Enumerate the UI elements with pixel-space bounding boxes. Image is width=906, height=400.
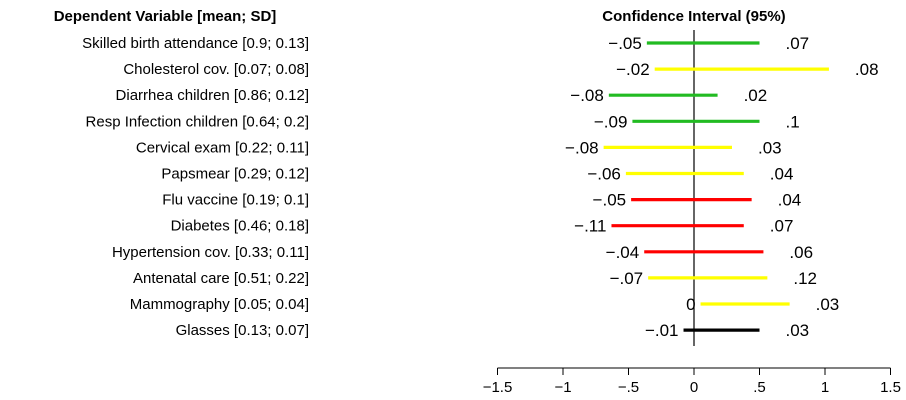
ci-row: Resp Infection children [0.64; 0.2] −.09.… xyxy=(86,112,800,131)
ci-high-label: .08 xyxy=(855,60,879,79)
x-axis-ticks: −1.5 −1 −.5 0 .5 1 1.5 xyxy=(483,368,901,396)
ci-row: Flu vaccine [0.19; 0.1] −.05 .04 xyxy=(162,191,801,210)
row-label: Mammography [0.05; 0.04] xyxy=(130,296,309,313)
x-tick-label: .5 xyxy=(753,379,766,396)
ci-row: Cholesterol cov. [0.07; 0.08] −.02 .08 xyxy=(123,60,878,79)
row-label: Antenatal care [0.51; 0.22] xyxy=(133,270,309,287)
x-tick-label: 0 xyxy=(690,379,698,396)
ci-high-label: .07 xyxy=(786,34,810,53)
ci-row: Skilled birth attendance [0.9; 0.13] −.05… xyxy=(82,34,809,53)
x-tick-label: −1 xyxy=(554,379,571,396)
ci-row: Papsmear [0.29; 0.12] −.06 .04 xyxy=(161,165,793,184)
ci-low-label: −.06 xyxy=(587,165,621,184)
ci-row: Hypertension cov. [0.33; 0.11] −.04 .06 xyxy=(112,243,813,262)
ci-row: Mammography [0.05; 0.04] 0 .03 xyxy=(130,295,840,314)
row-label: Glasses [0.13; 0.07] xyxy=(176,322,309,339)
ci-high-label: .04 xyxy=(770,165,794,184)
ci-high-label: .03 xyxy=(816,295,840,314)
ci-high-label: .12 xyxy=(793,269,817,288)
ci-row: Diarrhea children [0.86; 0.12] −.08 .02 xyxy=(116,86,768,105)
ci-low-label: −.02 xyxy=(616,60,650,79)
ci-low-label: −.11 xyxy=(574,217,606,236)
row-label: Papsmear [0.29; 0.12] xyxy=(161,166,309,183)
ci-high-label: .03 xyxy=(758,138,782,157)
x-tick-label: −.5 xyxy=(618,379,639,396)
ci-high-label: .1 xyxy=(786,112,800,131)
ci-high-label: .03 xyxy=(786,321,810,340)
ci-row: Glasses [0.13; 0.07] −.01 .03 xyxy=(176,321,810,340)
row-label: Diabetes [0.46; 0.18] xyxy=(171,218,309,235)
ci-low-label: −.08 xyxy=(570,86,604,105)
ci-low-label: −.01 xyxy=(645,321,679,340)
ci-high-label: .07 xyxy=(770,217,794,236)
ci-row: Cervical exam [0.22; 0.11] −.08 .03 xyxy=(136,138,782,157)
row-label: Skilled birth attendance [0.9; 0.13] xyxy=(82,35,309,52)
ci-row: Antenatal care [0.51; 0.22] −.07 .12 xyxy=(133,269,817,288)
row-label: Diarrhea children [0.86; 0.12] xyxy=(116,87,309,104)
left-header: Dependent Variable [mean; SD] xyxy=(54,8,277,25)
ci-high-label: .06 xyxy=(789,243,813,262)
ci-low-label: 0 xyxy=(686,295,695,314)
row-label: Cervical exam [0.22; 0.11] xyxy=(136,139,309,156)
ci-low-label: −.07 xyxy=(610,269,644,288)
x-tick-label: −1.5 xyxy=(483,379,513,396)
x-tick-label: 1 xyxy=(821,379,829,396)
row-label: Resp Infection children [0.64; 0.2] xyxy=(86,113,309,130)
ci-high-label: .02 xyxy=(744,86,768,105)
ci-low-label: −.05 xyxy=(608,34,642,53)
ci-low-label: −.04 xyxy=(606,243,640,262)
ci-low-label: −.08 xyxy=(565,138,599,157)
rows-group: Skilled birth attendance [0.9; 0.13] −.05… xyxy=(82,34,878,340)
row-label: Flu vaccine [0.19; 0.1] xyxy=(162,192,309,209)
row-label: Cholesterol cov. [0.07; 0.08] xyxy=(123,61,309,78)
ci-high-label: .04 xyxy=(778,191,802,210)
right-header: Confidence Interval (95%) xyxy=(602,8,785,25)
ci-low-label: −.05 xyxy=(593,191,627,210)
x-tick-label: 1.5 xyxy=(880,379,901,396)
ci-row: Diabetes [0.46; 0.18] −.11 .07 xyxy=(171,217,794,236)
ci-low-label: −.09 xyxy=(594,112,628,131)
row-label: Hypertension cov. [0.33; 0.11] xyxy=(112,244,309,261)
